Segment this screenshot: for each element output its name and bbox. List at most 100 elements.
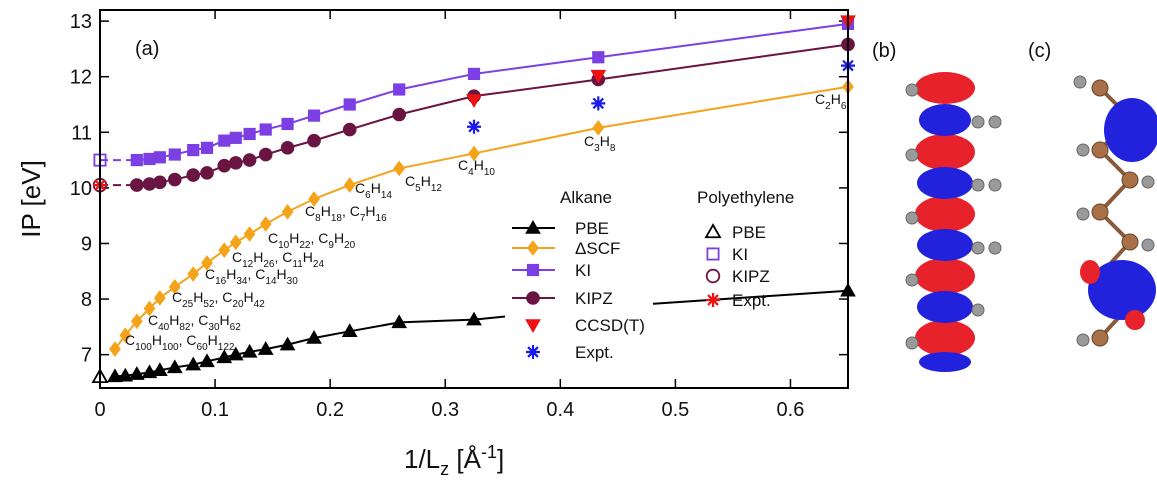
marker: [151, 362, 168, 376]
annotation-part: 62: [230, 322, 242, 333]
marker: [590, 69, 607, 84]
annotation: C6H14: [355, 180, 392, 201]
marker: [130, 178, 144, 192]
marker: [168, 172, 182, 187]
annotation-part: 14: [381, 190, 393, 201]
marker: [229, 234, 242, 251]
marker: [186, 168, 201, 182]
annotation-part: 100: [162, 342, 179, 353]
marker: [168, 148, 181, 161]
x-tick-label: 0.4: [546, 399, 574, 421]
annotation-part: C: [205, 266, 215, 282]
annotation: C25H52, C20H42: [172, 289, 265, 310]
annotation-part: H: [220, 312, 230, 328]
marker: [218, 242, 231, 258]
y-tick-label: 8: [81, 289, 92, 311]
annotation-part: C: [268, 230, 278, 246]
marker: [705, 268, 721, 284]
annotation-part: H: [226, 266, 236, 282]
marker: [592, 120, 605, 136]
marker: [259, 216, 272, 232]
annotation-part: C: [458, 157, 468, 173]
annotation: C12H26, C11H24: [232, 249, 324, 270]
marker: [392, 107, 407, 122]
annotation-part: H: [321, 203, 331, 219]
marker: [143, 300, 156, 317]
annotation-part: H: [421, 173, 431, 189]
annotation-part: C: [305, 203, 315, 219]
marker: [117, 367, 134, 382]
annotation-part: H: [303, 249, 313, 265]
legend-title: Polyethylene: [697, 188, 794, 207]
y-tick-label: 9: [81, 233, 92, 255]
x-tick-label: 0.2: [316, 399, 344, 421]
y-tick-label: 11: [71, 122, 92, 144]
marker: [391, 314, 408, 329]
marker: [591, 96, 606, 111]
x-axis-label-part: [Å: [449, 444, 481, 474]
marker: [706, 293, 720, 307]
annotation-part: 7: [360, 213, 366, 224]
marker: [307, 109, 321, 122]
annotation-part: 122: [218, 342, 235, 353]
annotation-part: 30: [287, 276, 299, 287]
marker: [216, 349, 233, 364]
marker: [526, 263, 540, 277]
annotation-part: 22: [299, 240, 311, 251]
marker: [229, 131, 242, 144]
marker: [243, 127, 256, 141]
marker: [343, 177, 356, 193]
marker: [706, 247, 720, 261]
legend-background: [505, 212, 653, 367]
legend-label: PBE: [732, 223, 766, 242]
annotation-part: H: [474, 157, 484, 173]
annotation-part: 3: [594, 143, 600, 154]
legend-label: CCSD(T): [575, 316, 645, 335]
marker: [281, 117, 294, 131]
marker: [468, 145, 480, 162]
marker: [527, 240, 539, 256]
marker: [143, 152, 156, 166]
annotation-part: H: [289, 230, 299, 246]
marker: [227, 346, 244, 361]
x-axis-label-part: 1/L: [404, 444, 440, 474]
annotation-part: 42: [254, 299, 266, 310]
annotation-part: 24: [313, 259, 325, 270]
marker: [241, 343, 258, 358]
marker: [142, 177, 157, 191]
marker: [592, 51, 605, 64]
annotation-part: H: [371, 180, 381, 196]
annotation-part: C: [232, 249, 242, 265]
y-tick-label: 12: [70, 67, 92, 89]
marker: [199, 353, 215, 368]
marker: [257, 341, 274, 355]
annotation-part: C: [405, 173, 415, 189]
marker: [187, 143, 200, 157]
annotation-part: H: [831, 91, 841, 107]
plot-frame: [99, 9, 849, 389]
molecule-c: [1073, 75, 1157, 347]
marker: [119, 327, 132, 344]
annotation-part: 14: [265, 276, 277, 287]
molecule-b: [905, 70, 1002, 372]
marker: [200, 141, 214, 154]
y-tick-label: 7: [81, 345, 92, 367]
marker: [704, 223, 722, 239]
annotation-part: 10: [484, 167, 496, 178]
annotation-part: , C: [191, 312, 209, 328]
marker: [526, 291, 540, 305]
annotation-part: 4: [468, 167, 474, 178]
marker: [166, 359, 183, 374]
marker: [217, 158, 232, 173]
marker: [279, 336, 296, 351]
annotation: C2H6: [815, 91, 847, 112]
marker: [201, 255, 213, 271]
annotation: C100H100, C60H122: [125, 332, 235, 353]
marker: [525, 319, 541, 334]
annotation-part: 20: [232, 299, 244, 310]
annotation-part: H: [334, 230, 344, 246]
marker: [343, 98, 356, 111]
annotation-part: , C: [342, 203, 360, 219]
